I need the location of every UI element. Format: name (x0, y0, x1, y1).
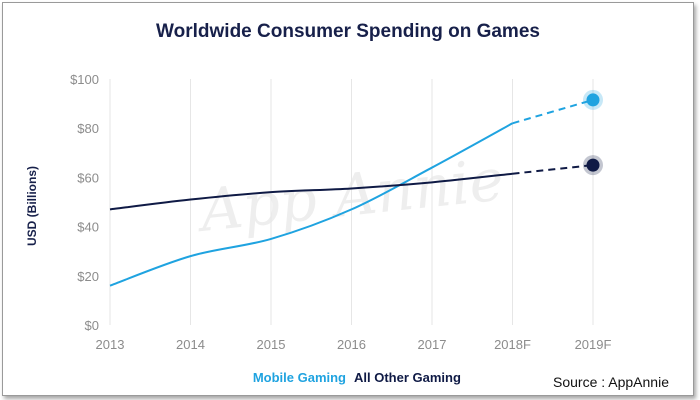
chart-frame: App Annie Worldwide Consumer Spending on… (2, 2, 694, 396)
y-axis-label: USD (Billions) (25, 166, 39, 246)
y-tick-label: $20 (77, 269, 99, 284)
y-tick-label: $60 (77, 170, 99, 185)
series-line-all-other-gaming (109, 172, 513, 211)
series-lines (109, 89, 603, 287)
line-chart: App Annie Worldwide Consumer Spending on… (25, 21, 669, 390)
y-tick-label: $0 (85, 318, 99, 333)
x-tick-label: 2018F (494, 337, 531, 352)
point-mobile-gaming (586, 93, 600, 107)
x-tick-label: 2015 (257, 337, 286, 352)
point-all-other-gaming (586, 158, 600, 172)
y-axis-ticks: $0 $20 $40 $60 $80 $100 (70, 72, 99, 333)
legend-item-mobile-gaming: Mobile Gaming (253, 370, 346, 385)
y-tick-label: $100 (70, 72, 99, 87)
y-tick-label: $80 (77, 121, 99, 136)
gridlines (109, 79, 594, 325)
x-tick-label: 2017 (418, 337, 447, 352)
source-note: Source : AppAnnie (553, 374, 669, 390)
series-forecast-all-other-gaming (512, 164, 594, 175)
series-forecast-mobile-gaming (512, 98, 594, 125)
x-tick-label: 2016 (337, 337, 366, 352)
x-tick-label: 2019F (575, 337, 612, 352)
series-line-mobile-gaming (109, 122, 513, 287)
legend-item-all-other-gaming: All Other Gaming (354, 370, 461, 385)
x-axis-ticks: 2013 2014 2015 2016 2017 2018F 2019F (96, 337, 612, 352)
x-tick-label: 2014 (176, 337, 205, 352)
chart-title: Worldwide Consumer Spending on Games (156, 21, 540, 42)
y-tick-label: $40 (77, 220, 99, 235)
x-tick-label: 2013 (96, 337, 125, 352)
legend: Mobile Gaming All Other Gaming (253, 370, 461, 385)
